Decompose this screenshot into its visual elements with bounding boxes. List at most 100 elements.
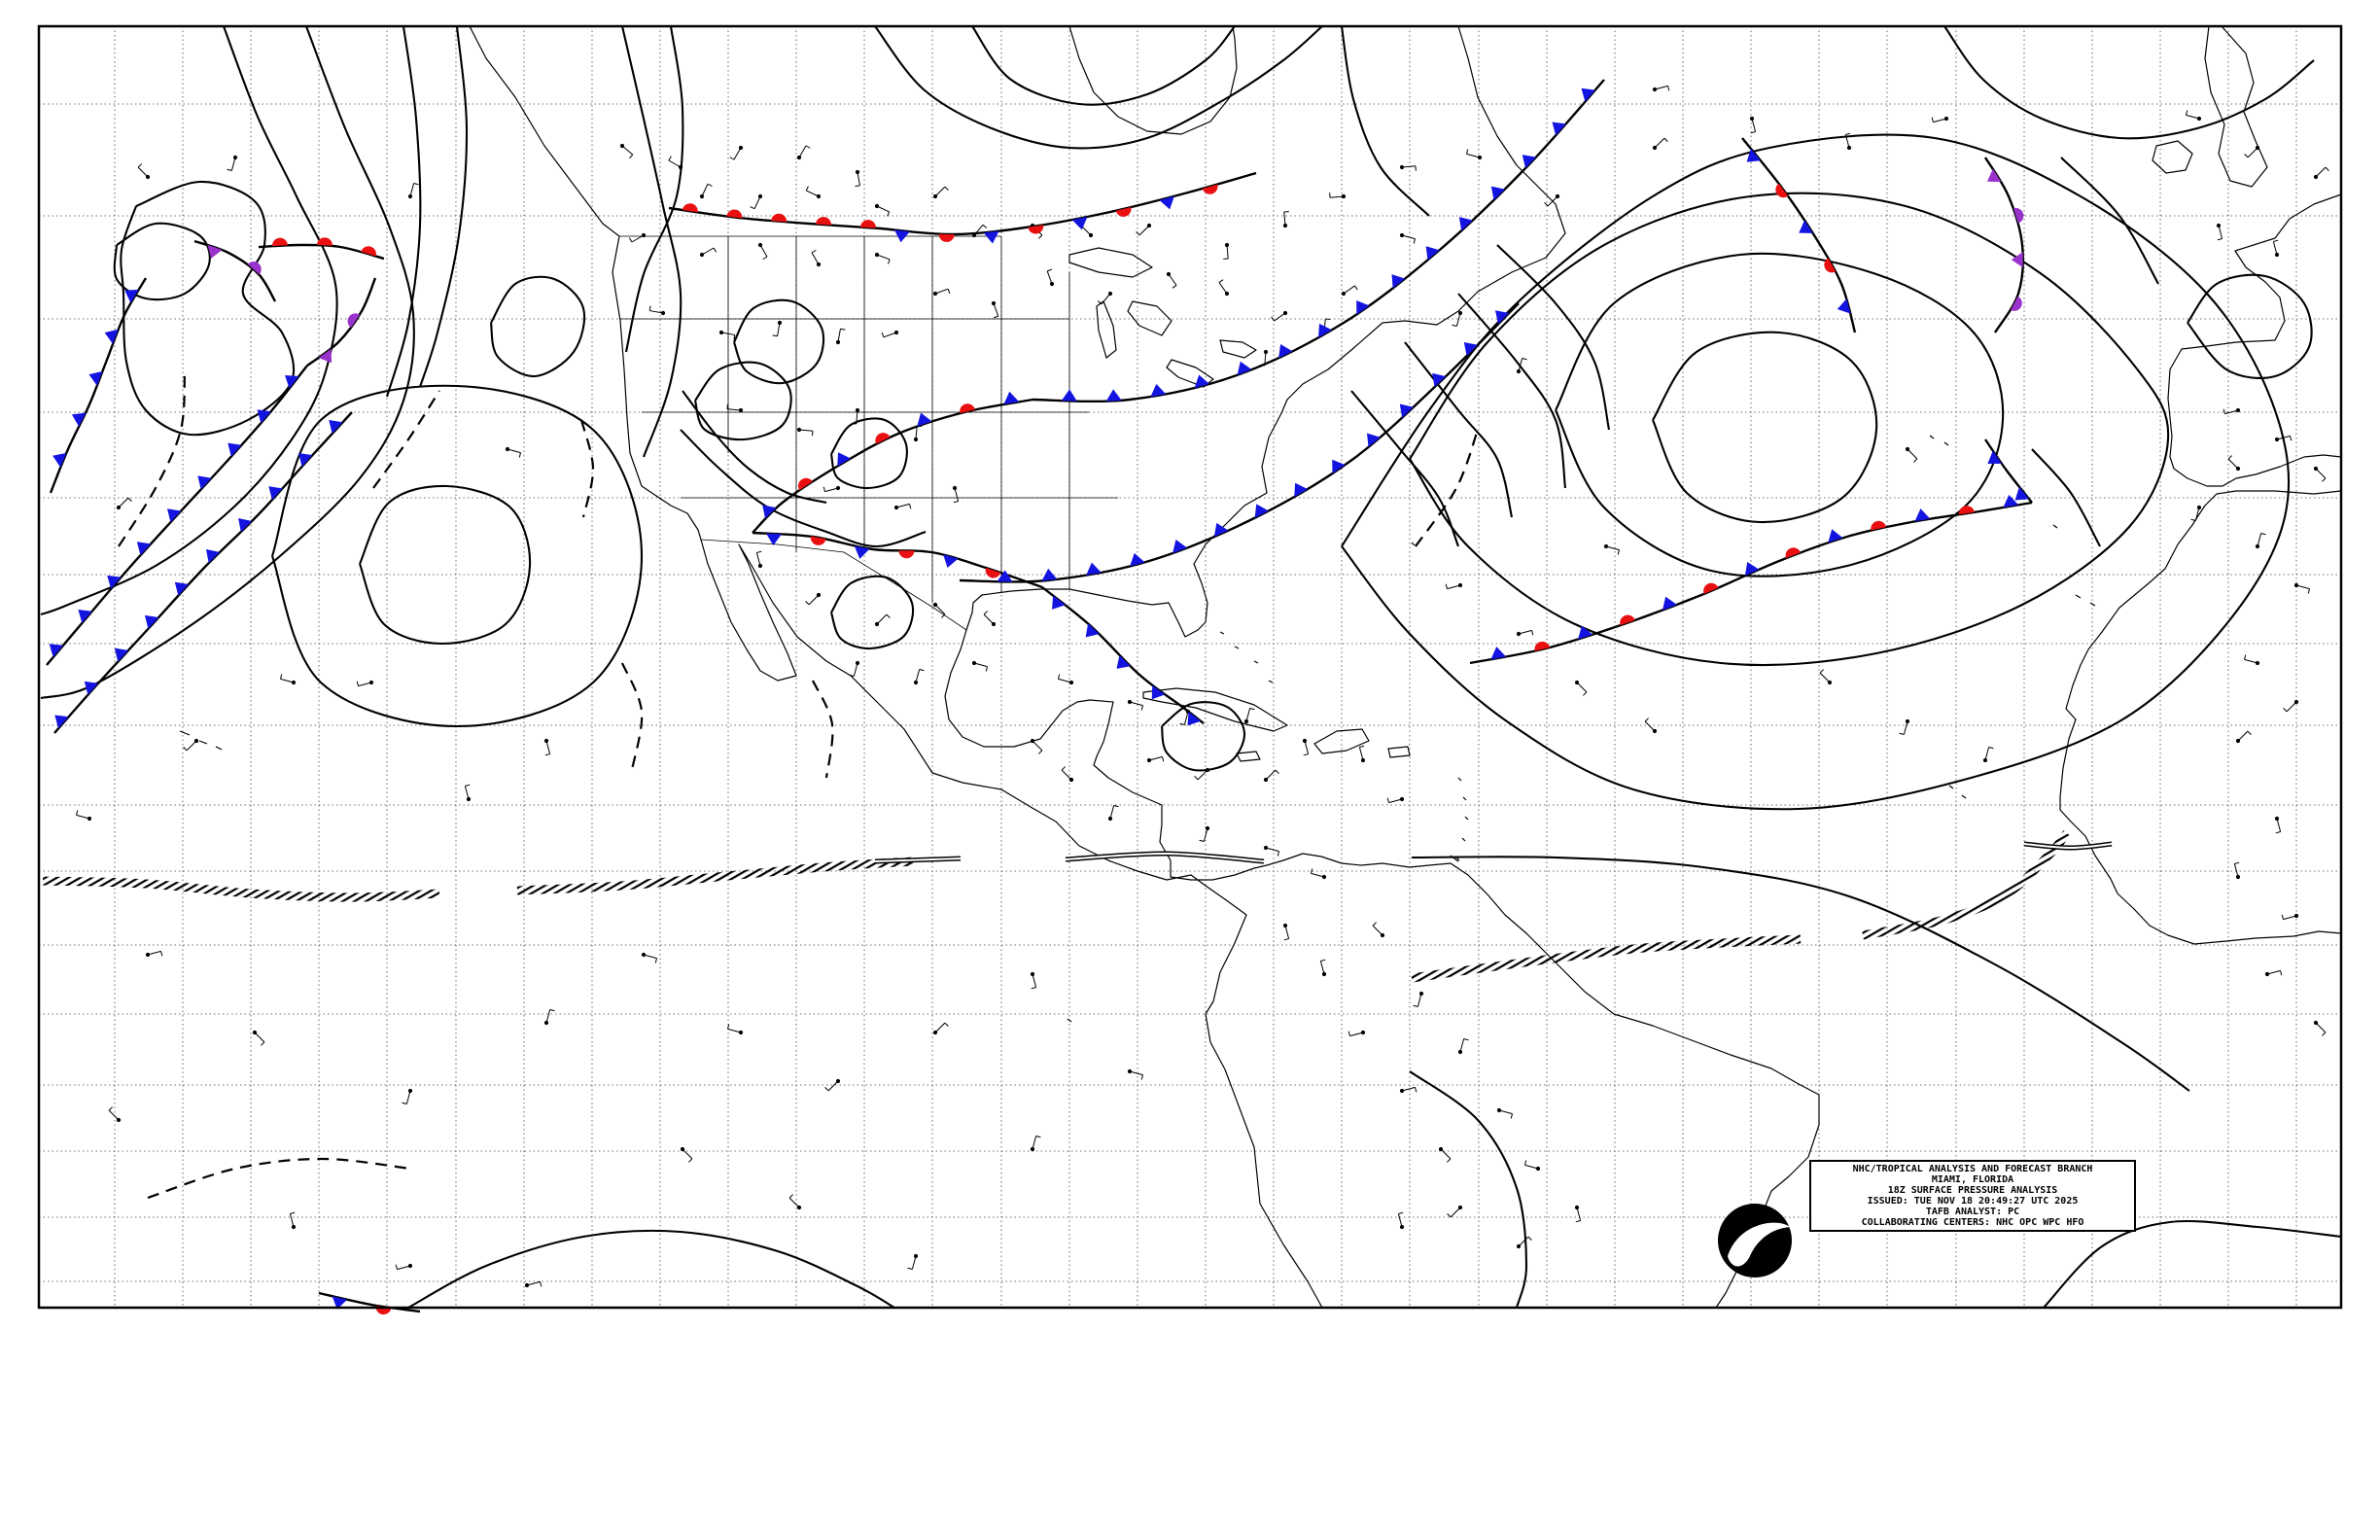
front-marker-semicircle [2012, 207, 2024, 224]
station-plot [1263, 845, 1280, 857]
isobar [419, 25, 469, 388]
front-marker-triangle [1130, 552, 1145, 567]
station-plot [1097, 291, 1113, 305]
trough-dashed-line [118, 370, 187, 547]
front-marker-triangle [107, 575, 122, 589]
front-marker-semicircle [1202, 184, 1218, 194]
station-plot [2293, 582, 2311, 594]
front-marker-triangle [1399, 403, 1414, 418]
station-plot [726, 403, 744, 413]
station-plot [1310, 868, 1327, 880]
station-plot [1465, 149, 1483, 160]
front-marker-triangle [837, 452, 852, 467]
front-marker-triangle [1577, 625, 1593, 640]
front-marker-triangle [144, 614, 159, 629]
front-marker-triangle [1237, 361, 1252, 375]
station-plot [1544, 193, 1560, 207]
trough-dashed-line [147, 1157, 411, 1200]
front-marker-semicircle [798, 477, 813, 491]
isobar [40, 25, 338, 615]
front-marker-triangle [1254, 504, 1269, 518]
station-plot [1523, 1160, 1541, 1172]
isobar [1341, 133, 2291, 811]
front-marker-triangle [52, 452, 67, 468]
front-marker-triangle [1799, 220, 1813, 233]
front-marker-triangle [114, 648, 129, 662]
monsoon-trough-lines [874, 841, 2113, 864]
front-marker-semicircle [1958, 506, 1975, 515]
station-plot [1319, 959, 1327, 977]
isobar [1555, 252, 2005, 578]
station-plot [1516, 629, 1534, 637]
itcz-band [1862, 830, 2071, 940]
station-plot [1652, 137, 1668, 151]
station-plot [2313, 1020, 2327, 1036]
cold-front [1041, 586, 1205, 724]
lat-lon-grid [39, 26, 2341, 1308]
station-plot [991, 300, 999, 319]
station-plot [1030, 1135, 1041, 1152]
isobar [1496, 244, 1611, 431]
front-marker-triangle [205, 548, 221, 564]
front-marker-semicircle [938, 233, 955, 242]
isobar [1652, 331, 1878, 524]
caribbean-islands [1142, 631, 1469, 862]
coastline-north-america-west [469, 25, 1323, 1309]
station-plot [289, 1211, 297, 1230]
occluded-front [306, 277, 377, 367]
front-marker-triangle [257, 409, 271, 424]
station-plot [1397, 1211, 1405, 1230]
station-plot [1447, 1205, 1463, 1218]
front-marker-triangle [893, 229, 910, 243]
isobar [40, 25, 415, 700]
station-plot [1057, 674, 1074, 685]
isobar [271, 384, 644, 728]
station-plot [1282, 923, 1290, 941]
front-marker-triangle [983, 230, 999, 244]
station-plot [1223, 242, 1230, 260]
front-marker-semicircle [347, 313, 361, 328]
station-plot [1931, 116, 1949, 123]
front-marker-triangle [228, 442, 242, 457]
isobar [1409, 1070, 1528, 1309]
station-plot [407, 182, 419, 199]
station-plot [137, 163, 151, 180]
small-islands [179, 435, 2096, 1023]
station-plot [2185, 110, 2202, 122]
station-plot [1399, 164, 1417, 171]
front-marker-triangle [318, 348, 332, 364]
station-plot [1899, 718, 1910, 736]
isobar [1409, 192, 2170, 666]
isobar [680, 429, 927, 548]
hudson-bay [1068, 25, 1238, 135]
cold-front [959, 302, 1520, 583]
station-plot [1644, 718, 1658, 734]
isobar [1943, 25, 2315, 140]
station-plot [750, 193, 763, 210]
isobar [693, 361, 792, 441]
front-marker-triangle [1085, 623, 1100, 638]
front-marker-triangle [1425, 246, 1440, 261]
station-plot [726, 1024, 744, 1035]
front-marker-triangle [104, 329, 119, 344]
front-marker-semicircle [1703, 582, 1719, 594]
station-plot [874, 613, 891, 627]
front-marker-triangle [1071, 217, 1088, 230]
trough-dashed-line [811, 680, 834, 779]
isobar [1350, 390, 1459, 547]
station-plot [932, 1022, 949, 1035]
station-plot [1199, 825, 1210, 843]
station-plot [983, 611, 997, 627]
station-plot [2222, 407, 2241, 415]
front-marker-semicircle [1028, 225, 1044, 234]
station-plot [2274, 816, 2282, 834]
station-plot [1030, 971, 1037, 990]
isobar [829, 417, 908, 490]
station-plot [2216, 223, 2223, 241]
front-marker-triangle [136, 542, 152, 556]
station-plot [668, 156, 683, 170]
station-plot [1341, 285, 1358, 297]
front-marker-triangle [1041, 568, 1058, 581]
front-marker-triangle [917, 412, 932, 427]
station-plot [907, 1253, 919, 1271]
